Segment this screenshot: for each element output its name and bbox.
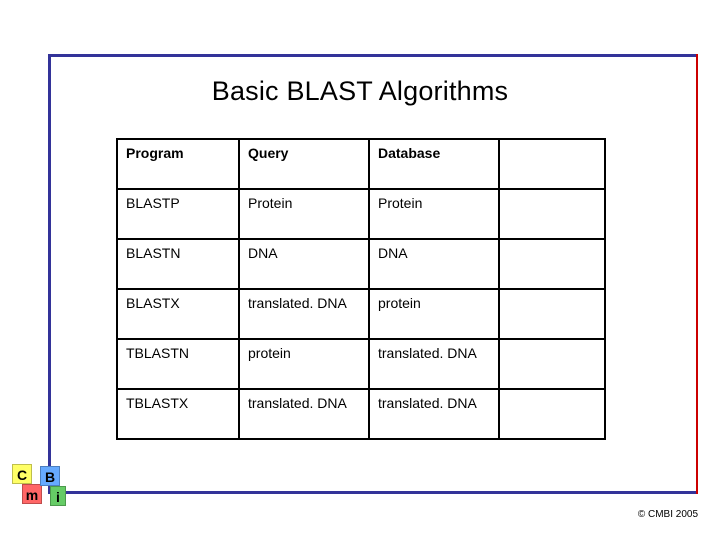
col-header [499,139,605,189]
table-cell [499,389,605,439]
table-cell: translated. DNA [239,389,369,439]
table-row: TBLASTN protein translated. DNA [117,339,605,389]
col-header: Database [369,139,499,189]
copyright: © CMBI 2005 [638,509,698,520]
col-header: Program [117,139,239,189]
table-row: BLASTN DNA DNA [117,239,605,289]
logo-square-i: i [50,486,66,506]
slide: Basic BLAST Algorithms Program Query Dat… [0,0,720,540]
table-cell: BLASTP [117,189,239,239]
table-cell: DNA [239,239,369,289]
table-row: TBLASTX translated. DNA translated. DNA [117,389,605,439]
table-cell: TBLASTX [117,389,239,439]
table-row: BLASTX translated. DNA protein [117,289,605,339]
table-cell: BLASTX [117,289,239,339]
table-cell [499,239,605,289]
table-row: BLASTP Protein Protein [117,189,605,239]
table-cell: Protein [369,189,499,239]
col-header: Query [239,139,369,189]
slide-title: Basic BLAST Algorithms [0,76,720,107]
bottom-rule [48,491,698,494]
top-rule [48,54,698,57]
table: Program Query Database BLASTP Protein Pr… [116,138,606,440]
table-cell: BLASTN [117,239,239,289]
blast-table: Program Query Database BLASTP Protein Pr… [116,138,604,440]
table-cell: TBLASTN [117,339,239,389]
table-cell: Protein [239,189,369,239]
table-cell [499,339,605,389]
table-cell: translated. DNA [239,289,369,339]
right-rule [696,54,698,494]
logo-square-c: C [12,464,32,484]
table-cell [499,289,605,339]
table-cell: DNA [369,239,499,289]
table-cell: protein [239,339,369,389]
left-rule [48,54,51,494]
cmbi-logo: C m B i [12,464,62,508]
table-cell: translated. DNA [369,389,499,439]
logo-square-m: m [22,484,42,504]
logo-square-b: B [40,466,60,486]
table-header-row: Program Query Database [117,139,605,189]
table-cell: protein [369,289,499,339]
table-cell [499,189,605,239]
table-cell: translated. DNA [369,339,499,389]
